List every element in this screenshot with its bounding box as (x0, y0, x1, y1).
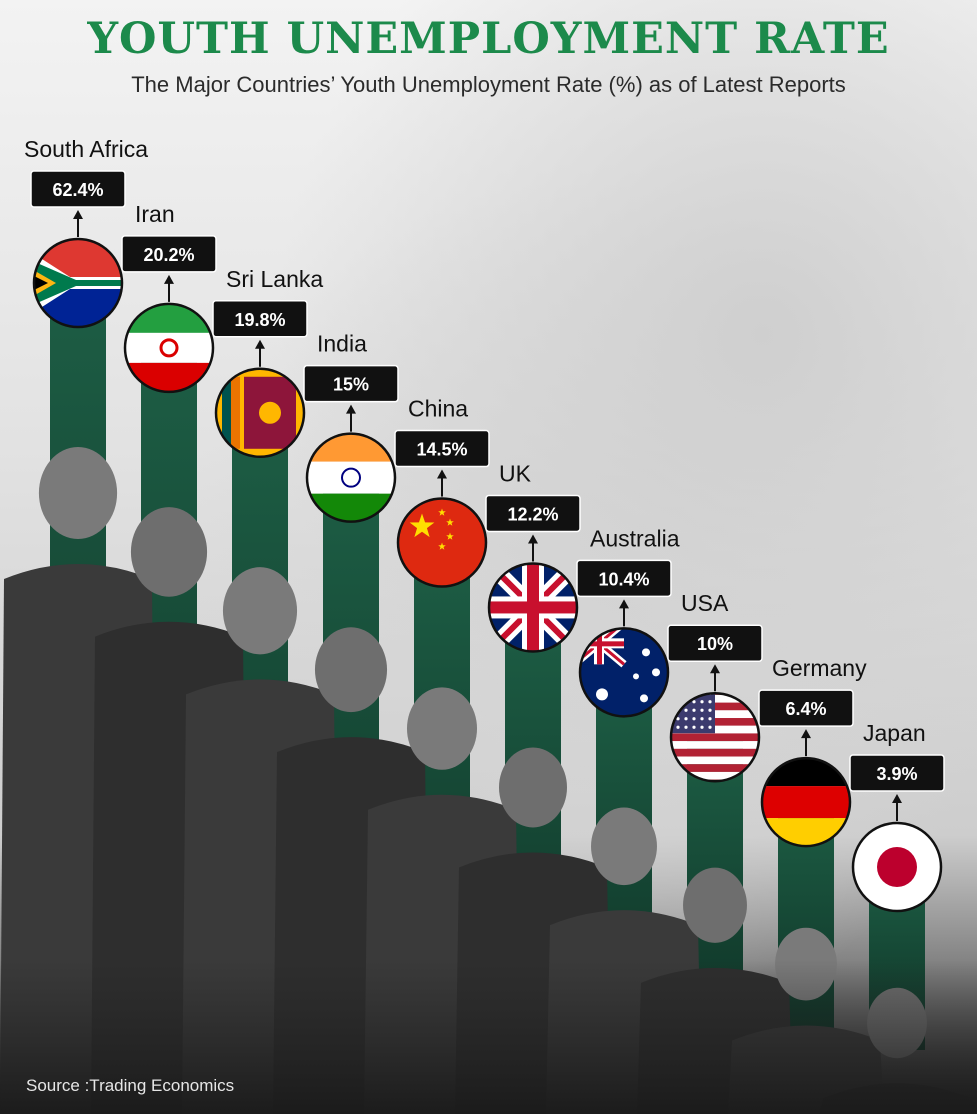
value-label: 10% (697, 634, 733, 654)
flag-india-icon (305, 432, 397, 523)
pointer-arrow-icon (346, 404, 356, 432)
value-label: 6.4% (785, 699, 826, 719)
flag-usa-icon (669, 691, 761, 783)
flag-australia-icon (578, 627, 670, 718)
country-label: Australia (590, 525, 680, 551)
value-label: 15% (333, 375, 369, 395)
value-label: 19.8% (234, 310, 285, 330)
bottom-fade (0, 960, 977, 1114)
value-label: 14.5% (416, 440, 467, 460)
pointer-arrow-icon (710, 664, 720, 692)
source-note: Source :Trading Economics (26, 1076, 235, 1095)
value-label: 20.2% (143, 245, 194, 265)
pointer-arrow-icon (255, 339, 265, 367)
flag-china-icon (396, 497, 488, 588)
value-label-box (212, 300, 308, 338)
value-label-box (758, 689, 854, 727)
country-label: Germany (772, 655, 867, 681)
flag-south-africa-icon (32, 237, 124, 329)
pointer-arrow-icon (892, 794, 902, 821)
page-title: YOUTH UNEMPLOYMENT RATE (87, 14, 890, 64)
value-label-box (485, 494, 581, 533)
value-label: 3.9% (876, 764, 917, 784)
value-label-box (30, 170, 126, 208)
pointer-arrow-icon (801, 729, 811, 757)
flag-germany-icon (760, 756, 852, 848)
value-label-box (576, 559, 672, 598)
pointer-arrow-icon (528, 534, 538, 562)
country-label: USA (681, 590, 729, 616)
value-label-box (121, 235, 217, 273)
country-label: Iran (135, 201, 175, 227)
country-label: India (317, 331, 367, 357)
country-label: South Africa (24, 136, 148, 162)
value-label: 10.4% (598, 569, 649, 589)
flag-iran-icon (123, 302, 215, 394)
value-label-box (667, 624, 763, 662)
value-label-box (394, 429, 490, 468)
flag-uk-icon (487, 562, 579, 653)
country-label: Sri Lanka (226, 266, 323, 292)
pointer-arrow-icon (73, 210, 83, 237)
value-label: 62.4% (52, 180, 103, 200)
flag-sri-lanka-icon (214, 367, 306, 459)
value-label-box (849, 754, 945, 792)
country-label: China (408, 396, 468, 422)
pointer-arrow-icon (437, 469, 447, 497)
value-label-box (303, 364, 399, 403)
country-label: UK (499, 460, 532, 486)
country-label: Japan (863, 720, 926, 746)
pointer-arrow-icon (164, 274, 174, 302)
pointer-arrow-icon (619, 599, 629, 627)
value-label: 12.2% (507, 504, 558, 524)
flag-japan-icon (851, 821, 943, 913)
page-subtitle: The Major Countries’ Youth Unemployment … (131, 72, 846, 97)
